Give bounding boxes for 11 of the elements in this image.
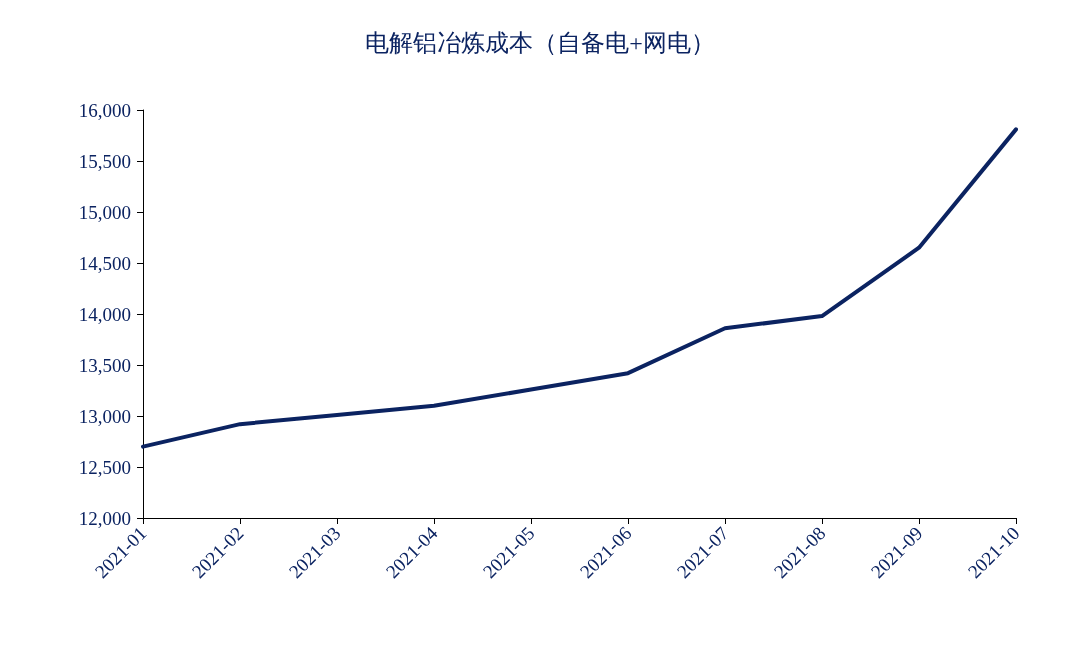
chart-title: 电解铝冶炼成本（自备电+网电） <box>365 30 715 56</box>
y-tick-label: 12,000 <box>78 507 131 529</box>
y-tick-label: 14,000 <box>78 303 131 325</box>
y-tick-label: 12,500 <box>78 456 131 478</box>
y-tick-label: 15,000 <box>78 201 131 223</box>
y-tick-label: 13,000 <box>78 405 131 427</box>
y-tick-label: 15,500 <box>78 150 131 172</box>
y-tick-label: 16,000 <box>78 99 131 121</box>
line-series <box>141 127 1018 449</box>
y-tick-label: 13,500 <box>78 354 131 376</box>
y-tick-label: 14,500 <box>78 252 131 274</box>
